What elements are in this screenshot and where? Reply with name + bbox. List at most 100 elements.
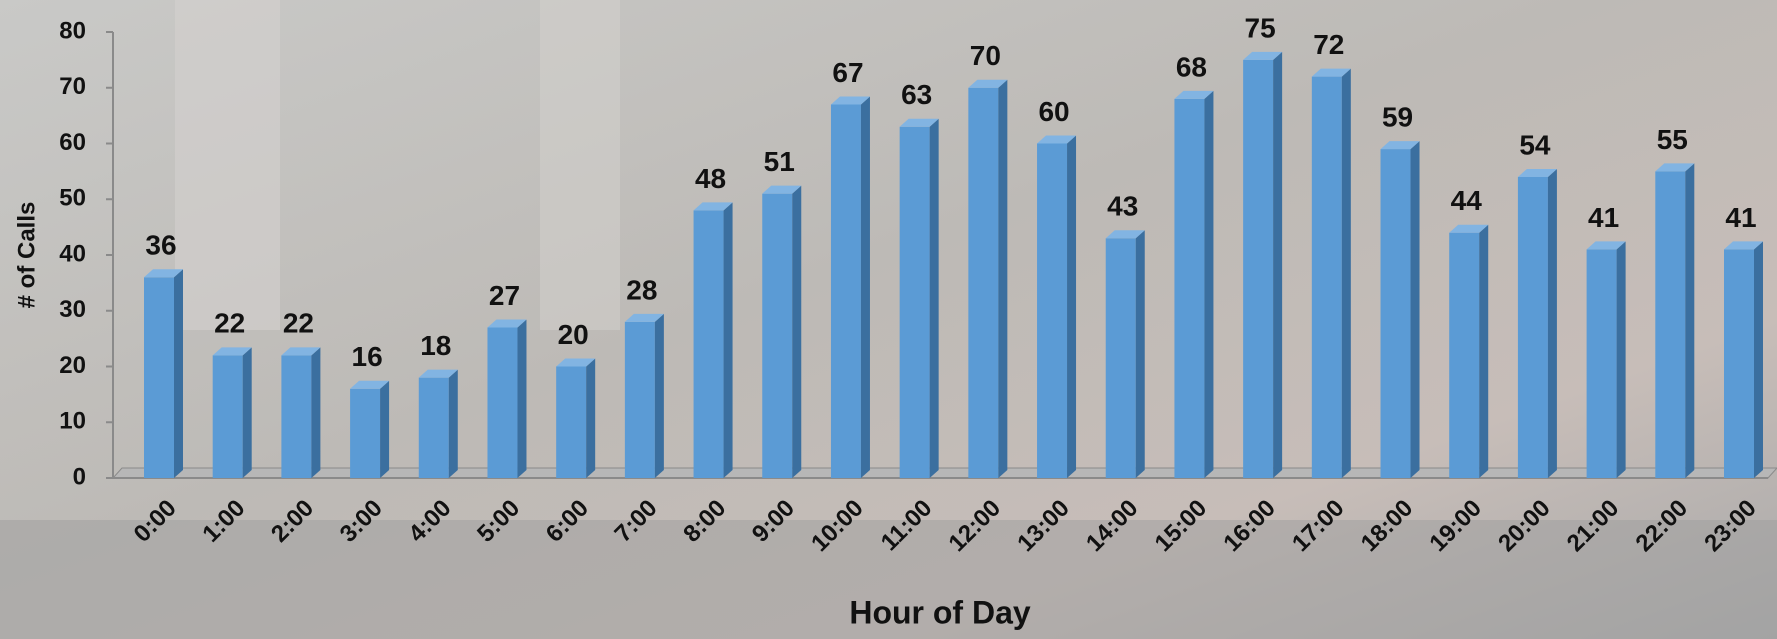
y-tick-label: 80 (59, 17, 86, 44)
bar-side (1547, 168, 1557, 478)
background-road (0, 520, 1777, 639)
bar-top (1311, 68, 1351, 77)
bar-front (899, 126, 930, 479)
data-label: 41 (1725, 202, 1756, 233)
bar-top (830, 96, 870, 105)
bar-side (1616, 241, 1626, 478)
bar (1724, 241, 1763, 478)
bar-side (1204, 90, 1214, 479)
bar-front (1037, 143, 1068, 478)
bar-front (624, 321, 655, 478)
data-label: 16 (352, 341, 383, 372)
y-tick-label: 30 (59, 296, 86, 323)
bar-top (1037, 135, 1077, 144)
y-tick-label: 70 (59, 73, 86, 100)
data-label: 41 (1588, 202, 1619, 233)
bar (762, 185, 802, 479)
y-axis-title: # of Calls (13, 202, 40, 309)
bar-top (624, 313, 664, 322)
data-label: 27 (489, 280, 520, 311)
bar-top (350, 380, 390, 389)
data-label: 55 (1657, 124, 1688, 155)
bar-top (1655, 163, 1695, 172)
bar (1586, 241, 1626, 478)
bar-side (1410, 141, 1420, 478)
bar-side (1273, 51, 1283, 478)
bar-front (1655, 171, 1686, 478)
bar (624, 313, 664, 478)
data-label: 68 (1176, 51, 1207, 82)
bar-front (1174, 98, 1205, 479)
bar-top (1449, 224, 1489, 233)
bar (212, 347, 252, 478)
bar-side (654, 313, 664, 478)
background-pillar (540, 0, 620, 330)
bar-top (899, 118, 939, 127)
y-tick-label: 60 (59, 129, 86, 156)
bar-side (723, 202, 733, 478)
bar-top (1243, 51, 1283, 60)
bar-side (860, 96, 870, 478)
data-label: 22 (283, 308, 314, 339)
bar (1380, 141, 1420, 478)
bar-top (968, 79, 1008, 88)
bar (899, 118, 939, 479)
bar (144, 269, 183, 478)
bar-side (1754, 241, 1763, 478)
bar-top (1105, 230, 1145, 239)
bar-front (350, 388, 381, 478)
y-tick-label: 20 (59, 352, 86, 379)
bar-side (448, 369, 458, 478)
data-label: 22 (214, 308, 245, 339)
bar (350, 380, 390, 478)
data-label: 75 (1245, 12, 1276, 43)
bar-front (487, 327, 518, 478)
bar (1655, 163, 1695, 478)
bar-side (929, 118, 939, 479)
bar-top (1174, 90, 1214, 99)
data-label: 72 (1313, 29, 1344, 60)
bar-front (1311, 76, 1342, 478)
data-label: 18 (420, 330, 451, 361)
x-axis-title: Hour of Day (849, 594, 1031, 630)
bar-side (311, 347, 321, 478)
data-label: 20 (558, 319, 589, 350)
bar-side (792, 185, 802, 479)
background-pillar (175, 0, 280, 330)
bar-side (1341, 68, 1351, 478)
bar-front (1380, 149, 1411, 478)
bar-side (998, 79, 1008, 478)
y-tick-label: 40 (59, 240, 86, 267)
bar (830, 96, 870, 478)
bar-side (174, 269, 183, 478)
bar-front (830, 104, 861, 478)
bar-front (556, 366, 587, 478)
y-tick-label: 0 (73, 463, 86, 490)
bar-top (556, 358, 596, 367)
bar-front (1724, 249, 1754, 478)
bar-front (1105, 238, 1136, 478)
bar-front (1586, 249, 1617, 478)
bar-front (1449, 232, 1480, 478)
bar-top (418, 369, 458, 378)
data-label: 48 (695, 163, 726, 194)
bar (968, 79, 1008, 478)
bar-side (1067, 135, 1077, 478)
bar-top (693, 202, 733, 211)
bar (1311, 68, 1351, 478)
bar-front (1243, 59, 1274, 478)
bar-side (380, 380, 390, 478)
bar-front (693, 210, 724, 478)
bar-side (1135, 230, 1145, 478)
bar-side (1685, 163, 1695, 478)
bar-top (1380, 141, 1420, 150)
bar-top (1517, 168, 1557, 177)
bar (281, 347, 321, 478)
data-label: 63 (901, 79, 932, 110)
bar-side (242, 347, 252, 478)
bar-front (144, 277, 174, 478)
bar (693, 202, 733, 478)
data-label: 43 (1107, 191, 1138, 222)
data-label: 28 (626, 274, 657, 305)
data-label: 60 (1038, 96, 1069, 127)
